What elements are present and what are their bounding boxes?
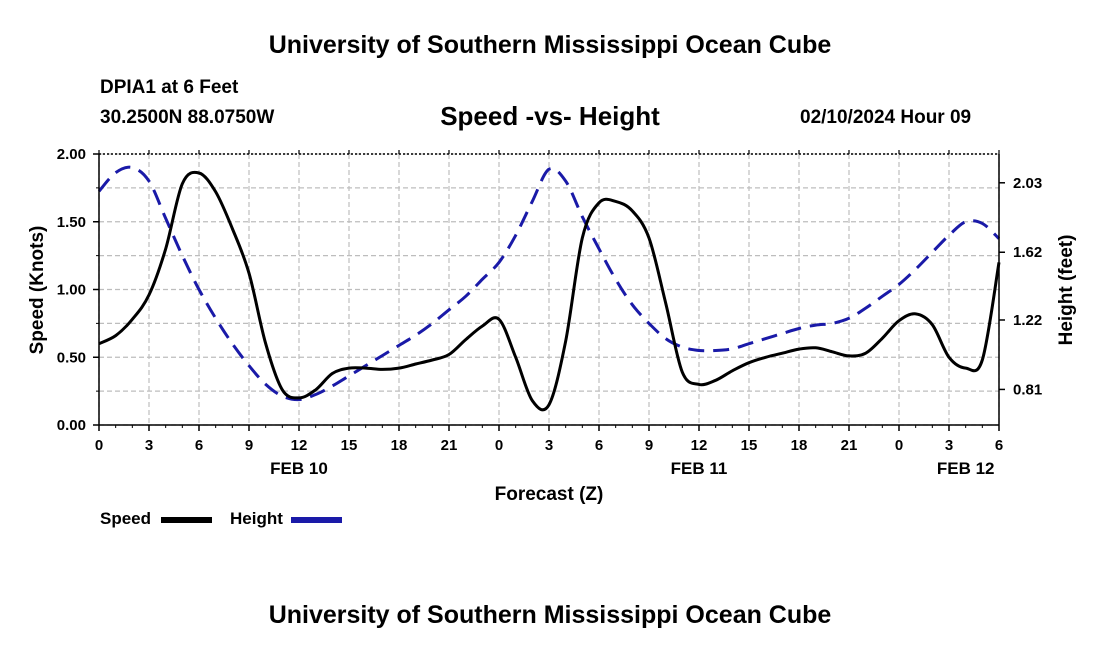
speed-series-line bbox=[98, 170, 1001, 412]
date-label: FEB 10 bbox=[270, 459, 328, 478]
x-tick-label: 9 bbox=[245, 437, 253, 454]
y2-tick-label: 0.81 bbox=[1013, 381, 1042, 398]
x-tick-label: 9 bbox=[645, 437, 653, 454]
forecast-date: 02/10/2024 Hour 09 bbox=[800, 107, 972, 128]
x-tick-label: 3 bbox=[145, 437, 153, 454]
x-tick-label: 0 bbox=[495, 437, 503, 454]
chart-title: Speed -vs- Height bbox=[440, 101, 660, 131]
x-tick-label: 6 bbox=[195, 437, 203, 454]
x-tick-label: 0 bbox=[95, 437, 103, 454]
y-tick-label: 1.50 bbox=[57, 214, 86, 231]
legend-height-label: Height bbox=[230, 509, 283, 528]
x-tick-label: 18 bbox=[791, 437, 808, 454]
legend-speed-label: Speed bbox=[100, 509, 152, 528]
x-tick-label: 21 bbox=[841, 437, 858, 454]
x-axis-title: Forecast (Z) bbox=[495, 484, 604, 505]
x-tick-label: 6 bbox=[995, 437, 1003, 454]
x-tick-label: 3 bbox=[945, 437, 953, 454]
x-tick-label: 12 bbox=[691, 437, 708, 454]
y-axis-title: Speed (Knots) bbox=[27, 226, 48, 355]
y-tick-label: 0.00 bbox=[57, 417, 86, 434]
x-tick-label: 3 bbox=[545, 437, 553, 454]
y2-tick-label: 1.62 bbox=[1013, 244, 1042, 261]
y-tick-label: 2.00 bbox=[57, 146, 86, 163]
y2-tick-label: 2.03 bbox=[1013, 175, 1042, 192]
date-label: FEB 11 bbox=[671, 459, 728, 478]
height-series-line bbox=[97, 165, 1001, 402]
footer-title: University of Southern Mississippi Ocean… bbox=[268, 601, 832, 629]
x-tick-label: 15 bbox=[341, 437, 358, 454]
x-tick-label: 6 bbox=[595, 437, 603, 454]
x-tick-label: 18 bbox=[391, 437, 408, 454]
x-tick-label: 21 bbox=[441, 437, 458, 454]
y-tick-label: 1.00 bbox=[57, 282, 86, 299]
axis-layer: 0 3 6 9 12 15 18 21 0 3 6 9 12 15 18 21 0 3 6 FEB 10 FEB 11 F… bbox=[57, 146, 1042, 478]
main-title: University of Southern Mississippi Ocean… bbox=[268, 31, 832, 59]
date-label: FEB 12 bbox=[937, 459, 995, 478]
station-name: DPIA1 at 6 Feet bbox=[100, 77, 239, 98]
grid-layer bbox=[98, 153, 1000, 426]
height-series-layer bbox=[97, 165, 1001, 402]
x-tick-label: 12 bbox=[291, 437, 308, 454]
x-tick-label: 15 bbox=[741, 437, 758, 454]
y2-axis-title: Height (feet) bbox=[1056, 235, 1077, 346]
y-tick-label: 0.50 bbox=[57, 349, 86, 366]
station-coordinates: 30.2500N 88.0750W bbox=[100, 107, 275, 128]
y2-tick-label: 1.22 bbox=[1013, 312, 1042, 329]
speed-series-layer bbox=[98, 170, 1001, 412]
x-tick-label: 0 bbox=[895, 437, 903, 454]
